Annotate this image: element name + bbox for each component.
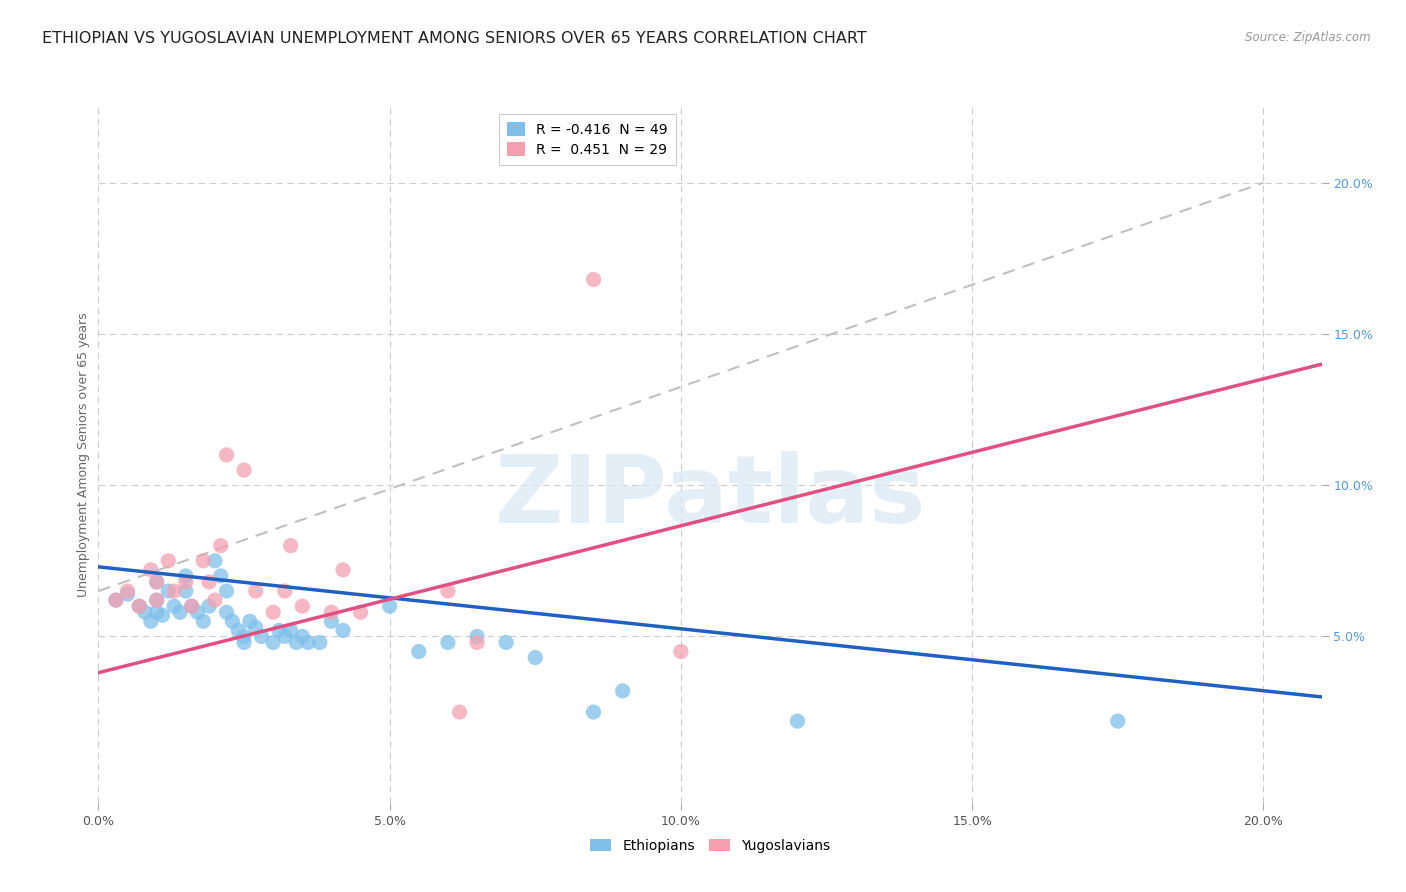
Point <box>495 635 517 649</box>
Point <box>297 635 319 649</box>
Point <box>669 644 692 658</box>
Point <box>215 448 238 462</box>
Point <box>204 554 226 568</box>
Point <box>169 605 191 619</box>
Point <box>291 599 314 614</box>
Point <box>465 635 488 649</box>
Point <box>378 599 401 614</box>
Point <box>215 584 238 599</box>
Point <box>332 563 354 577</box>
Point <box>437 635 460 649</box>
Point <box>215 605 238 619</box>
Point <box>174 584 197 599</box>
Point <box>524 650 547 665</box>
Point <box>233 635 256 649</box>
Point <box>117 584 139 599</box>
Point <box>267 624 290 638</box>
Point <box>321 615 343 629</box>
Point <box>104 593 127 607</box>
Point <box>209 569 232 583</box>
Point <box>163 599 186 614</box>
Text: ZIPatlas: ZIPatlas <box>495 450 925 542</box>
Point <box>221 615 243 629</box>
Point <box>157 554 180 568</box>
Point <box>180 599 202 614</box>
Point <box>786 714 808 728</box>
Point <box>262 605 284 619</box>
Point <box>226 624 249 638</box>
Point <box>274 584 297 599</box>
Point <box>152 608 174 623</box>
Point <box>582 705 605 719</box>
Point <box>145 605 167 619</box>
Point <box>449 705 471 719</box>
Point <box>163 584 186 599</box>
Point <box>349 605 371 619</box>
Point <box>157 584 180 599</box>
Point <box>180 599 202 614</box>
Point <box>186 605 208 619</box>
Point <box>134 605 156 619</box>
Point <box>262 635 284 649</box>
Point <box>193 554 215 568</box>
Point <box>250 629 273 643</box>
Point <box>174 574 197 589</box>
Point <box>145 593 167 607</box>
Y-axis label: Unemployment Among Seniors over 65 years: Unemployment Among Seniors over 65 years <box>77 312 90 598</box>
Point <box>274 629 297 643</box>
Point <box>198 574 221 589</box>
Point <box>209 539 232 553</box>
Point <box>321 605 343 619</box>
Text: ETHIOPIAN VS YUGOSLAVIAN UNEMPLOYMENT AMONG SENIORS OVER 65 YEARS CORRELATION CH: ETHIOPIAN VS YUGOSLAVIAN UNEMPLOYMENT AM… <box>42 31 868 46</box>
Point <box>280 624 302 638</box>
Point <box>174 569 197 583</box>
Point <box>291 629 314 643</box>
Point <box>139 563 162 577</box>
Point <box>1107 714 1129 728</box>
Point <box>582 272 605 286</box>
Point <box>145 574 167 589</box>
Point <box>308 635 330 649</box>
Point <box>280 539 302 553</box>
Point <box>332 624 354 638</box>
Point <box>285 635 308 649</box>
Point <box>204 593 226 607</box>
Point <box>612 684 634 698</box>
Text: Source: ZipAtlas.com: Source: ZipAtlas.com <box>1246 31 1371 45</box>
Point <box>233 463 256 477</box>
Legend: Ethiopians, Yugoslavians: Ethiopians, Yugoslavians <box>585 833 835 858</box>
Point <box>198 599 221 614</box>
Point <box>408 644 430 658</box>
Point <box>465 629 488 643</box>
Point <box>139 615 162 629</box>
Point <box>239 615 262 629</box>
Point <box>128 599 150 614</box>
Point <box>245 584 267 599</box>
Point <box>104 593 127 607</box>
Point <box>245 620 267 634</box>
Point <box>128 599 150 614</box>
Point <box>145 593 167 607</box>
Point <box>437 584 460 599</box>
Point <box>145 574 167 589</box>
Point <box>193 615 215 629</box>
Point <box>233 629 256 643</box>
Point <box>117 587 139 601</box>
